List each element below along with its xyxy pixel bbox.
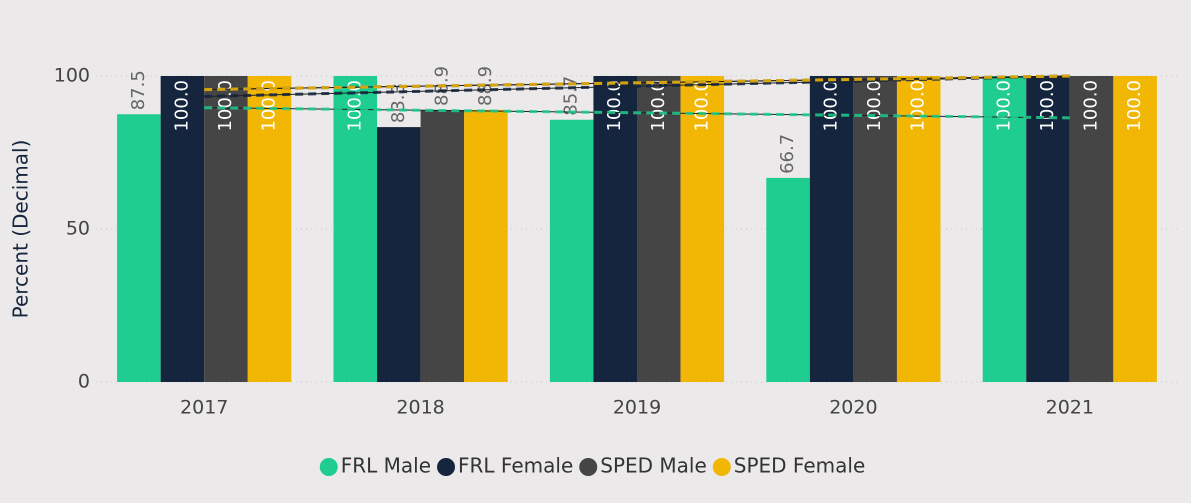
data-label: 100.0 (171, 80, 192, 132)
data-label: 100.0 (215, 80, 236, 132)
legend-label: SPED Female (734, 454, 865, 478)
bar (333, 76, 378, 382)
bar (637, 76, 681, 382)
bar (853, 76, 897, 382)
y-tick-label: 50 (66, 218, 90, 240)
trend-line (204, 106, 1070, 120)
data-label: 85.7 (561, 76, 582, 116)
bar (160, 76, 205, 382)
bar (204, 76, 248, 382)
data-label: 100.0 (864, 80, 885, 132)
bar (420, 109, 465, 382)
bar (464, 109, 508, 382)
legend-marker (437, 458, 456, 476)
data-label: 100.0 (604, 80, 625, 132)
bar (247, 76, 292, 382)
legend-marker (319, 458, 338, 476)
bar (593, 76, 637, 382)
bar (809, 76, 854, 382)
data-label: 100.0 (691, 80, 712, 132)
data-label: 100.0 (648, 80, 669, 132)
data-label: 66.7 (777, 134, 798, 174)
bar (982, 76, 1027, 382)
data-label: 100.0 (1037, 80, 1058, 132)
legend-marker (579, 458, 598, 476)
x-tick-label: 2017 (180, 397, 228, 419)
y-tick-label: 0 (78, 371, 90, 393)
bar (549, 119, 594, 383)
x-tick-label: 2020 (829, 397, 877, 419)
data-label: 100.0 (821, 80, 842, 132)
bar (377, 127, 421, 383)
bar (766, 177, 810, 382)
data-label: 100.0 (1124, 80, 1145, 132)
y-axis-title: Percent (Decimal) (9, 140, 33, 319)
data-label: 100.0 (908, 80, 929, 132)
data-label: 100.0 (1081, 80, 1102, 132)
x-tick-label: 2021 (1046, 397, 1094, 419)
bar (896, 76, 941, 382)
data-label: 100.0 (993, 80, 1014, 132)
data-label: 87.5 (128, 70, 149, 110)
bar (1069, 76, 1114, 382)
bar (1026, 76, 1070, 382)
trend-line (204, 74, 1070, 92)
bar (1113, 76, 1157, 382)
legend-label: SPED Male (600, 454, 707, 478)
legend: FRL Male FRL Female SPED Male SPED Female (319, 454, 865, 478)
bar (117, 114, 161, 382)
data-label: 100.0 (259, 80, 280, 132)
x-tick-label: 2018 (396, 397, 444, 419)
legend-label: FRL Female (458, 454, 573, 478)
legend-label: FRL Male (341, 454, 431, 478)
legend-marker (712, 458, 731, 476)
bar (680, 76, 725, 382)
data-label: 83.3 (388, 83, 409, 123)
x-tick-label: 2019 (613, 397, 661, 419)
data-label: 88.9 (475, 66, 496, 106)
y-tick-label: 100 (54, 65, 90, 87)
